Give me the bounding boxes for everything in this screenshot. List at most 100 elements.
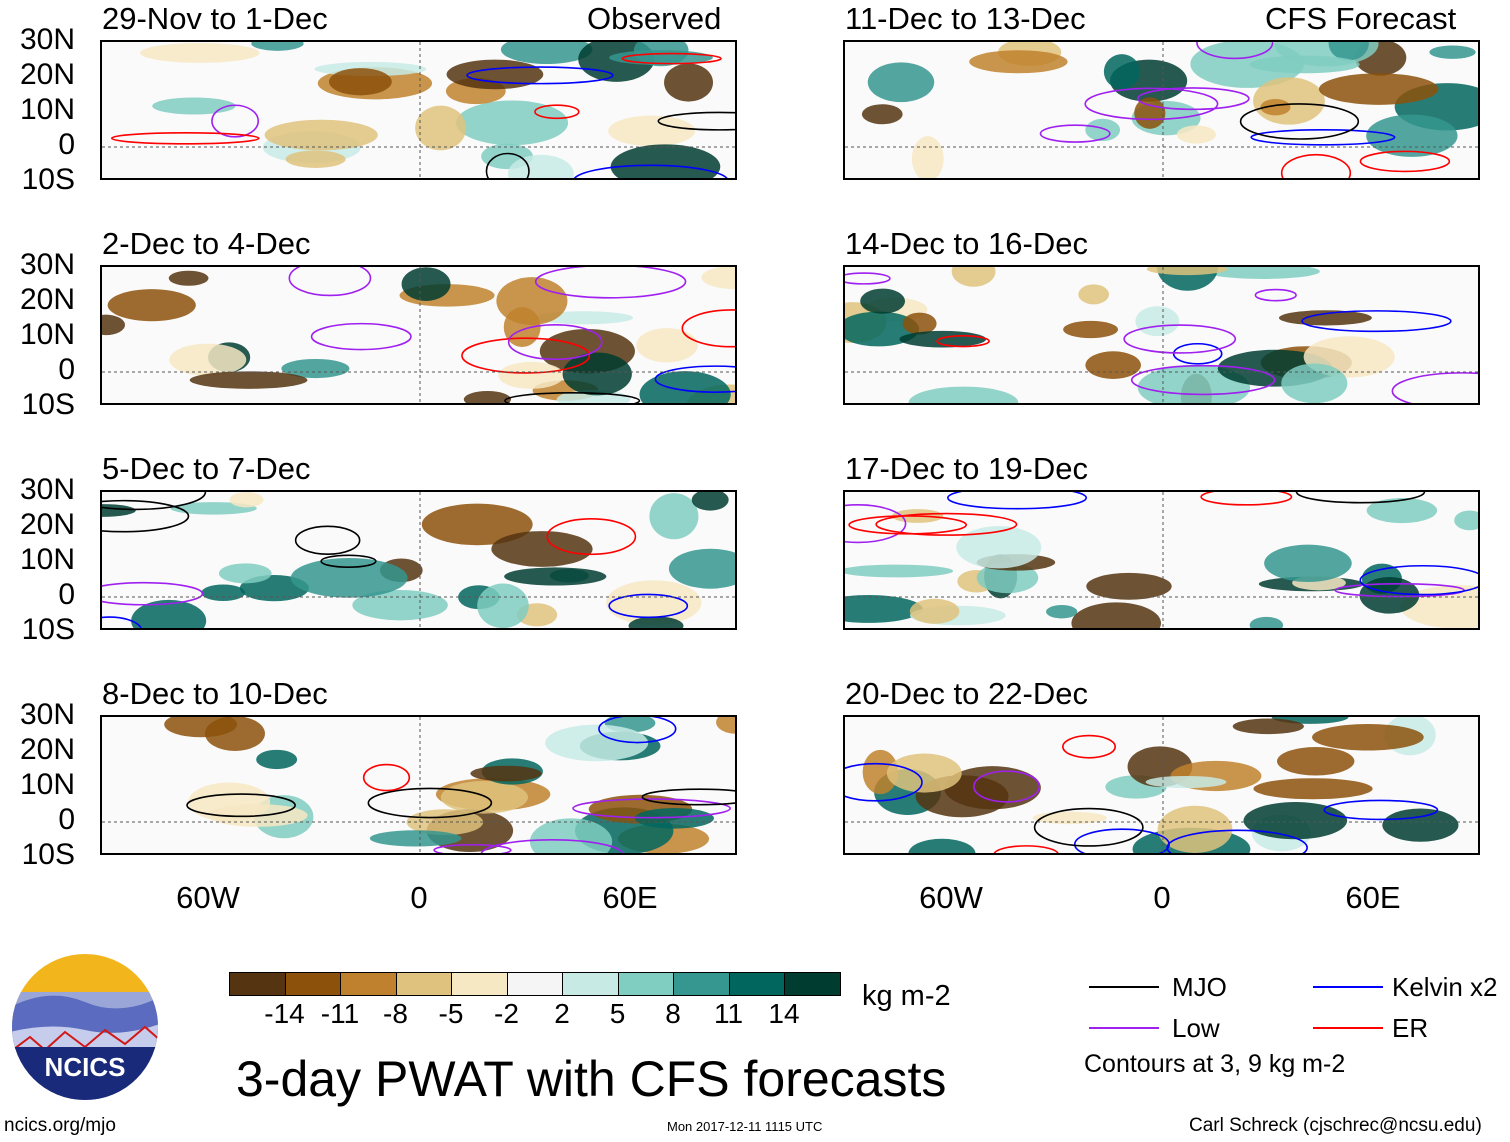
lat-label: 10N [19,93,75,126]
figure-title: 3-day PWAT with CFS forecasts [236,1051,947,1107]
lon-label: 60W [919,880,983,915]
pwat-anomaly-blob [1086,572,1172,600]
lat-label: 30N [19,248,75,281]
filtered-contour [1391,372,1478,403]
pwat-anomaly-blob [845,564,954,578]
colorbar-tick-label: 2 [554,998,570,1029]
footer-url[interactable]: ncics.org/mjo [4,1115,116,1136]
filtered-contour [1200,492,1293,506]
pwat-anomaly-blob [562,352,632,396]
map-panel [843,490,1480,630]
pwat-anomaly-blob [477,583,529,628]
map-panel [843,715,1480,855]
pwat-anomaly-blob [491,531,593,567]
pwat-anomaly-blob [969,50,1068,74]
filtered-contour [1295,492,1426,504]
lon-label: 0 [410,880,428,915]
pwat-anomaly-blob [285,150,346,168]
filtered-contour [320,554,377,568]
colorbar-tick-label: -14 [264,998,305,1029]
pwat-anomaly-blob [229,492,264,508]
pwat-anomaly-blob [716,717,735,734]
pwat-anomaly-blob [201,584,246,602]
colorbar-swatch [563,973,619,995]
map-panel [100,490,737,630]
lon-label: 60E [1345,880,1401,915]
filtered-contour [461,337,591,374]
pwat-anomaly-blob [139,42,260,63]
filtered-contour [1136,87,1250,111]
pwat-anomaly-blob [456,100,569,146]
filtered-contour [1166,829,1308,853]
pwat-anomaly-blob [701,267,735,290]
filtered-contour [993,845,1059,853]
pwat-anomaly-blob [608,115,696,147]
filtered-contour [681,309,735,348]
colorbar-swatch [618,973,674,995]
colorbar-swatch [341,973,397,995]
filtered-contour [654,365,735,393]
panel-title: 14-Dec to 16-Dec [845,226,1088,261]
filtered-contour [310,322,412,351]
pwat-anomaly-blob [861,104,903,125]
pwat-anomaly-blob [102,504,136,517]
filtered-contour [466,66,614,85]
footer-timestamp: Mon 2017-12-11 1115 UTC [667,1119,823,1134]
pwat-anomaly-blob [845,595,923,623]
pwat-anomaly-blob [1243,802,1348,840]
filtered-contour [433,843,512,853]
pwat-anomaly-blob [902,312,937,335]
filtered-contour [504,392,641,403]
filtered-contour [1254,288,1297,302]
filtered-contour [1359,564,1478,596]
pwat-anomaly-blob [1281,363,1348,403]
pwat-anomaly-blob [1278,310,1372,326]
colorbar-tick-label: 11 [713,998,744,1029]
filtered-contour [507,324,603,361]
pwat-anomaly-blob [264,119,378,151]
pwat-anomaly-blob [1071,602,1162,628]
legend-mjo-label: MJO [1172,972,1227,1002]
lat-label: 10N [19,318,75,351]
colorbar-tick-label: 14 [768,998,800,1029]
pwat-anomaly-blob [463,391,512,403]
pwat-anomaly-blob [1318,73,1439,105]
lat-label: 0 [58,578,75,611]
pwat-anomaly-blob [1145,775,1227,789]
legend-low-label: Low [1172,1013,1220,1043]
legend-mjo-line [1089,986,1159,988]
pwat-anomaly-blob [1232,718,1304,735]
lon-label: 60E [602,880,658,915]
filtered-contour [1280,153,1352,178]
pwat-anomaly-blob [1205,267,1320,279]
pwat-anomaly-blob [610,144,721,178]
pwat-anomaly-blob [1046,604,1078,619]
pwat-anomaly-blob [188,782,271,822]
pwat-anomaly-blob [908,838,976,853]
pwat-anomaly-blob [168,270,209,286]
pwat-anomaly-blob [956,526,1042,569]
pwat-anomaly-blob [691,492,729,511]
lat-label: 0 [58,803,75,836]
pwat-anomaly-blob [496,277,568,325]
pwat-anomaly-blob [664,63,714,102]
filtered-contour [1359,150,1451,173]
map-panel [100,715,737,855]
pwat-anomaly-blob [1454,510,1478,531]
filtered-contour [1196,42,1274,60]
colorbar-swatch [729,973,785,995]
filtered-contour [845,762,923,802]
pwat-anomaly-blob [1328,42,1369,61]
filtered-contour [973,770,1041,803]
pwat-anomaly-blob [1078,284,1109,305]
pwat-anomaly-blob [860,288,906,314]
footer-credit: Carl Schreck (cjschrec@ncsu.edu) [1189,1115,1482,1136]
filtered-contour [657,111,735,131]
pwat-anomaly-blob [628,616,684,628]
lat-label: 10N [19,768,75,801]
colorbar-swatch [230,973,286,995]
filtered-contour [1033,807,1144,847]
pwat-anomaly-blob [1249,55,1360,74]
pwat-anomaly-blob [908,386,1019,403]
pwat-anomaly-blob [1264,544,1352,582]
